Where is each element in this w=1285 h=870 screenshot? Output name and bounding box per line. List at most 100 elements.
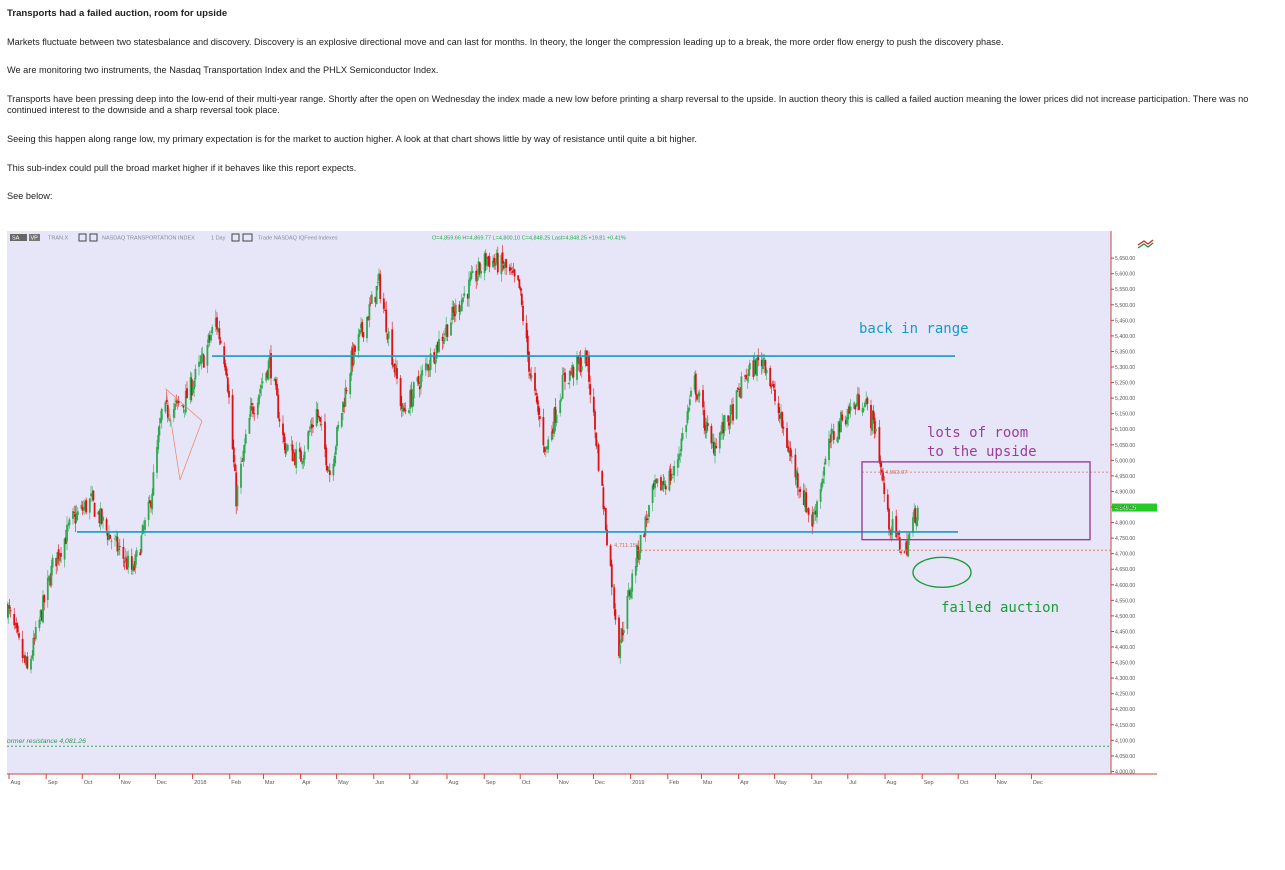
candle-body xyxy=(375,285,378,305)
y-tick-label: 4,300.00 xyxy=(1115,676,1135,682)
x-tick-label: Nov xyxy=(997,780,1007,786)
candle-body xyxy=(756,357,758,376)
candle-body xyxy=(256,402,259,415)
candle-body xyxy=(340,412,343,427)
candle-body xyxy=(698,392,701,397)
candle-body xyxy=(16,625,19,633)
candle-body xyxy=(840,411,842,433)
candle-body xyxy=(434,359,437,365)
candle-body xyxy=(253,413,256,415)
candle-body xyxy=(417,375,420,384)
candle-body xyxy=(728,422,731,426)
y-tick-label: 5,500.00 xyxy=(1115,303,1135,309)
candle-body xyxy=(99,508,102,524)
candle-body xyxy=(669,468,672,481)
candle-body xyxy=(310,424,313,428)
candle-body xyxy=(679,453,682,456)
candle-body xyxy=(399,378,402,406)
x-tick-label: Jul xyxy=(411,780,418,786)
candle-body xyxy=(393,363,396,373)
x-tick-label: Sep xyxy=(924,780,934,786)
candle-body xyxy=(561,374,564,399)
candle-body xyxy=(135,550,138,557)
candle-body xyxy=(463,293,466,297)
time-axis: Aug Sep Oct Nov Dec 2018 Feb Mar Apr May Jun Jul Aug… xyxy=(8,774,1043,786)
candle-body xyxy=(177,400,180,404)
candle-body xyxy=(846,416,848,425)
candle-body xyxy=(350,350,353,376)
x-tick-label: Jul xyxy=(849,780,856,786)
candle-body xyxy=(130,556,133,570)
candle-body xyxy=(651,485,654,503)
candle-body xyxy=(42,595,44,623)
candle-body xyxy=(63,538,66,560)
toolbar-dropdown-icon[interactable] xyxy=(242,233,253,242)
candle-body xyxy=(219,340,222,344)
candle-body xyxy=(369,302,372,304)
candle-body xyxy=(622,630,625,633)
candle-body xyxy=(848,406,851,414)
candle-body xyxy=(250,403,253,406)
toolbar-dropdown-icon[interactable] xyxy=(231,233,240,242)
chart-image: SA VP TRAN.X NASDAQ TRANSPORTATION INDEX… xyxy=(7,231,1157,787)
toolbar-dropdown-icon[interactable] xyxy=(78,233,87,242)
candle-body xyxy=(285,447,288,451)
candle-body xyxy=(316,409,319,417)
candle-body xyxy=(25,659,28,666)
candle-body xyxy=(318,415,320,418)
candle-body xyxy=(38,619,41,628)
candle-body xyxy=(67,524,70,526)
candle-body xyxy=(9,610,12,612)
candle-body xyxy=(362,332,365,338)
candle-body xyxy=(494,262,497,267)
candle-body xyxy=(141,525,144,535)
candle-body xyxy=(320,423,323,425)
candle-body xyxy=(326,466,329,471)
toolbar-button-sa[interactable] xyxy=(10,234,27,241)
candle-body xyxy=(307,431,310,450)
candle-body xyxy=(486,257,488,267)
candle-body xyxy=(721,422,724,434)
candle-body xyxy=(578,358,581,365)
candle-body xyxy=(662,481,665,485)
x-tick-label: Nov xyxy=(559,780,569,786)
candle-body xyxy=(142,527,145,529)
candle-body xyxy=(543,447,546,452)
candle-body xyxy=(74,514,77,524)
candle-body xyxy=(378,273,380,281)
candle-body xyxy=(402,405,404,412)
toolbar-dropdown-icon[interactable] xyxy=(89,233,98,242)
candle-body xyxy=(722,421,725,434)
x-tick-label: Aug xyxy=(11,780,21,786)
candle-body xyxy=(890,530,893,535)
candle-body xyxy=(368,304,371,320)
x-tick-label: May xyxy=(338,780,349,786)
candle-body xyxy=(564,372,566,382)
candle-body xyxy=(664,485,667,490)
candle-body xyxy=(218,328,221,340)
candle-body xyxy=(429,353,432,370)
candle-body xyxy=(896,531,899,535)
x-tick-label: Dec xyxy=(157,780,167,786)
y-tick-label: 4,200.00 xyxy=(1115,707,1135,713)
candle-body xyxy=(589,384,592,395)
candle-body xyxy=(436,341,439,351)
candle-body xyxy=(604,508,607,530)
candle-body xyxy=(31,655,34,659)
candle-body xyxy=(123,561,126,563)
candle-body xyxy=(382,298,385,309)
candle-body xyxy=(157,435,160,450)
candle-body xyxy=(303,451,306,460)
chart-settings-icon[interactable] xyxy=(1137,239,1154,249)
y-tick-label: 5,050.00 xyxy=(1115,443,1135,449)
candle-body xyxy=(315,409,318,426)
candle-body xyxy=(891,519,894,532)
candle-body xyxy=(534,372,536,391)
candle-body xyxy=(387,331,390,339)
candle-body xyxy=(660,477,662,491)
candle-body xyxy=(862,409,865,411)
candle-body xyxy=(194,368,197,380)
candle-body xyxy=(787,446,790,452)
toolbar-button-vp[interactable] xyxy=(29,234,40,241)
candle-body xyxy=(606,529,608,546)
